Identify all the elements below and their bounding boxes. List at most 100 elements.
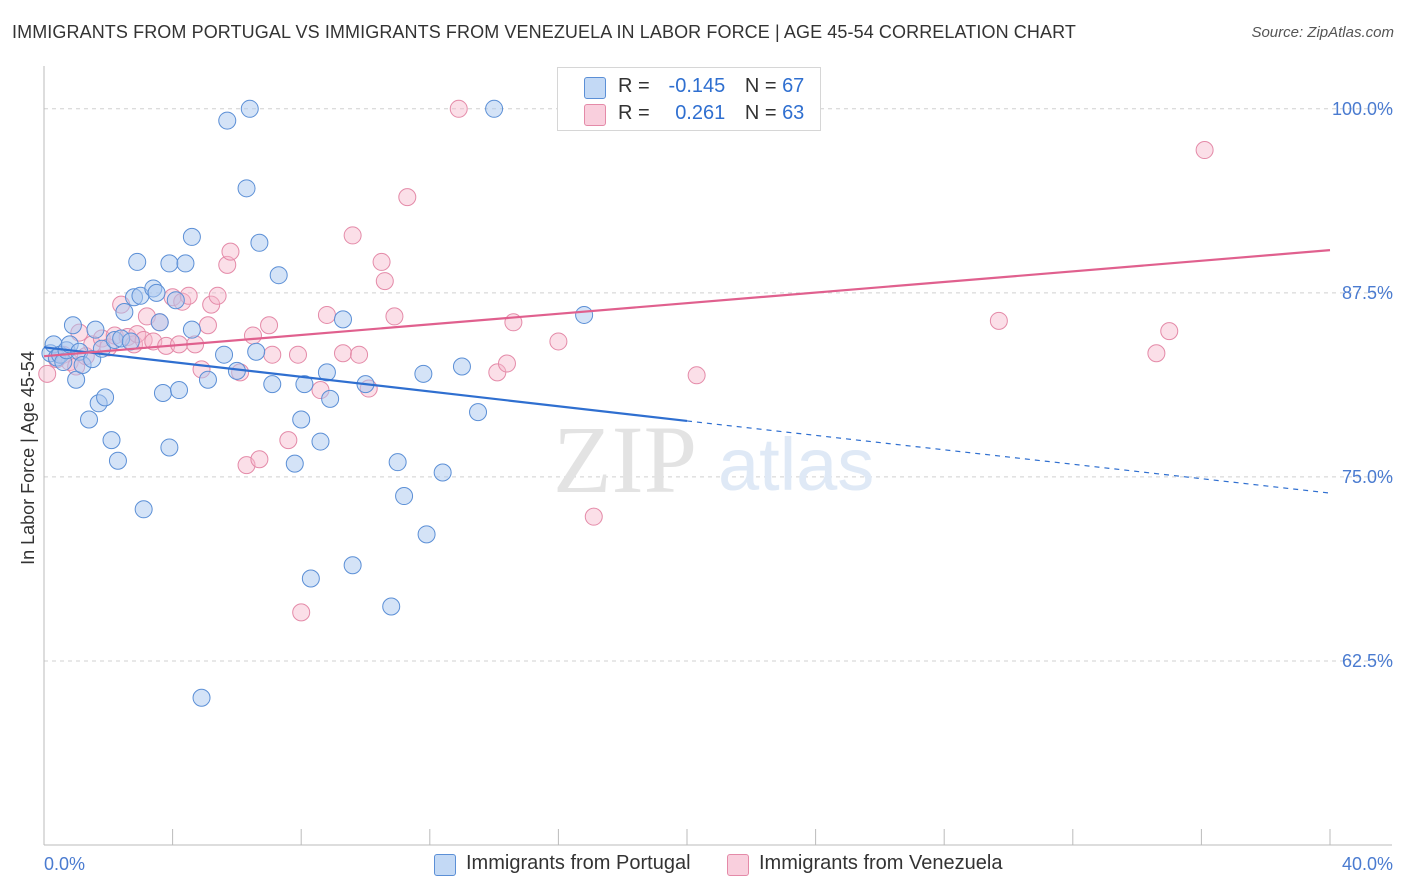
- portugal-point: [160, 438, 179, 457]
- portugal-point: [182, 320, 201, 339]
- venezuela-point: [449, 99, 468, 118]
- portugal-point: [321, 389, 340, 408]
- portugal-point: [263, 375, 282, 394]
- portugal-point: [121, 332, 140, 351]
- venezuela-point: [38, 364, 57, 383]
- x-tick-label: 40.0%: [1342, 854, 1393, 874]
- portugal-point: [166, 291, 185, 310]
- watermark-atlas: atlas: [718, 423, 874, 506]
- axes: [43, 66, 1392, 846]
- y-tick-label: 75.0%: [1342, 467, 1393, 487]
- venezuela-point: [1160, 322, 1179, 341]
- portugal-point: [285, 454, 304, 473]
- portugal-point: [96, 388, 115, 407]
- watermark: ZIP atlas: [553, 406, 874, 513]
- portugal-point: [333, 310, 352, 329]
- n-value-portugal: 67: [782, 75, 805, 97]
- portugal-point: [317, 363, 336, 382]
- trend-lines: [43, 249, 1331, 494]
- portugal-point: [102, 431, 121, 450]
- portugal-point: [218, 111, 237, 130]
- y-tick-label: 87.5%: [1342, 283, 1393, 303]
- venezuela-swatch: [727, 854, 749, 876]
- portugal-points: [41, 99, 594, 707]
- venezuela-point: [202, 295, 221, 314]
- portugal-point: [134, 500, 153, 519]
- portugal-point: [170, 381, 189, 400]
- portugal-point: [192, 688, 211, 707]
- portugal-point: [108, 451, 127, 470]
- r-label: R =: [618, 75, 650, 97]
- venezuela-point: [385, 307, 404, 326]
- n-label: N =: [744, 102, 777, 124]
- portugal-point: [115, 302, 134, 321]
- portugal-point: [247, 342, 266, 361]
- portugal-point: [86, 320, 105, 339]
- portugal-point: [160, 254, 179, 273]
- portugal-point: [388, 453, 407, 472]
- venezuela-point: [497, 354, 516, 373]
- venezuela-point: [1147, 344, 1166, 363]
- venezuela-point: [333, 344, 352, 363]
- venezuela-point: [375, 272, 394, 291]
- series-label-portugal: Immigrants from Portugal: [466, 852, 691, 874]
- x-tick-label: 0.0%: [44, 854, 85, 874]
- venezuela-point: [198, 316, 217, 335]
- venezuela-point: [221, 242, 240, 261]
- portugal-point: [215, 345, 234, 364]
- venezuela-point: [584, 507, 603, 526]
- y-tick-label: 62.5%: [1342, 651, 1393, 671]
- n-label: N =: [744, 75, 777, 97]
- portugal-swatch: [434, 854, 456, 876]
- portugal-point: [343, 556, 362, 575]
- y-tick-label: 100.0%: [1332, 99, 1393, 119]
- portugal-point: [153, 383, 172, 402]
- chart-title: IMMIGRANTS FROM PORTUGAL VS IMMIGRANTS F…: [12, 22, 1076, 42]
- venezuela-point: [218, 255, 237, 274]
- venezuela-point: [263, 345, 282, 364]
- watermark-zip: ZIP: [553, 406, 697, 513]
- portugal-point: [176, 254, 195, 273]
- portugal-point: [292, 410, 311, 429]
- y-axis-title: In Labor Force | Age 45-54: [18, 351, 38, 565]
- r-value-portugal: -0.145: [668, 75, 726, 97]
- portugal-point: [301, 569, 320, 588]
- r-label: R =: [618, 102, 650, 124]
- portugal-point: [382, 597, 401, 616]
- series-label-venezuela: Immigrants from Venezuela: [759, 852, 1003, 874]
- venezuela-points: [38, 99, 1214, 622]
- venezuela-point: [343, 226, 362, 245]
- portugal-point: [250, 233, 269, 252]
- portugal-point: [237, 179, 256, 198]
- source-credit: Source: ZipAtlas.com: [1251, 24, 1394, 41]
- portugal-point: [417, 525, 436, 544]
- series-legend: Immigrants from Portugal Immigrants from…: [0, 852, 1406, 878]
- portugal-point: [295, 375, 314, 394]
- portugal-point: [182, 227, 201, 246]
- venezuela-point: [317, 305, 336, 324]
- venezuela-point: [288, 345, 307, 364]
- venezuela-point: [279, 431, 298, 450]
- portugal-point: [80, 410, 99, 429]
- r-value-venezuela: 0.261: [675, 102, 726, 124]
- portugal-point: [198, 370, 217, 389]
- portugal-point: [469, 403, 488, 422]
- venezuela-point: [250, 450, 269, 469]
- venezuela-point: [372, 252, 391, 271]
- portugal-point: [414, 364, 433, 383]
- tick-labels: 100.0% 87.5% 75.0% 62.5% 0.0% 40.0% In Labor F…: [18, 99, 1393, 874]
- portugal-trend-line: [43, 346, 688, 423]
- venezuela-point: [549, 332, 568, 351]
- n-value-venezuela: 63: [782, 102, 805, 124]
- portugal-point: [575, 305, 594, 324]
- venezuela-point: [292, 603, 311, 622]
- portugal-point: [128, 252, 147, 271]
- portugal-point: [240, 99, 259, 118]
- venezuela-point: [350, 345, 369, 364]
- venezuela-point: [989, 311, 1008, 330]
- venezuela-point: [398, 188, 417, 207]
- portugal-trend-extension: [686, 420, 1331, 494]
- portugal-point: [452, 357, 471, 376]
- portugal-point: [433, 463, 452, 482]
